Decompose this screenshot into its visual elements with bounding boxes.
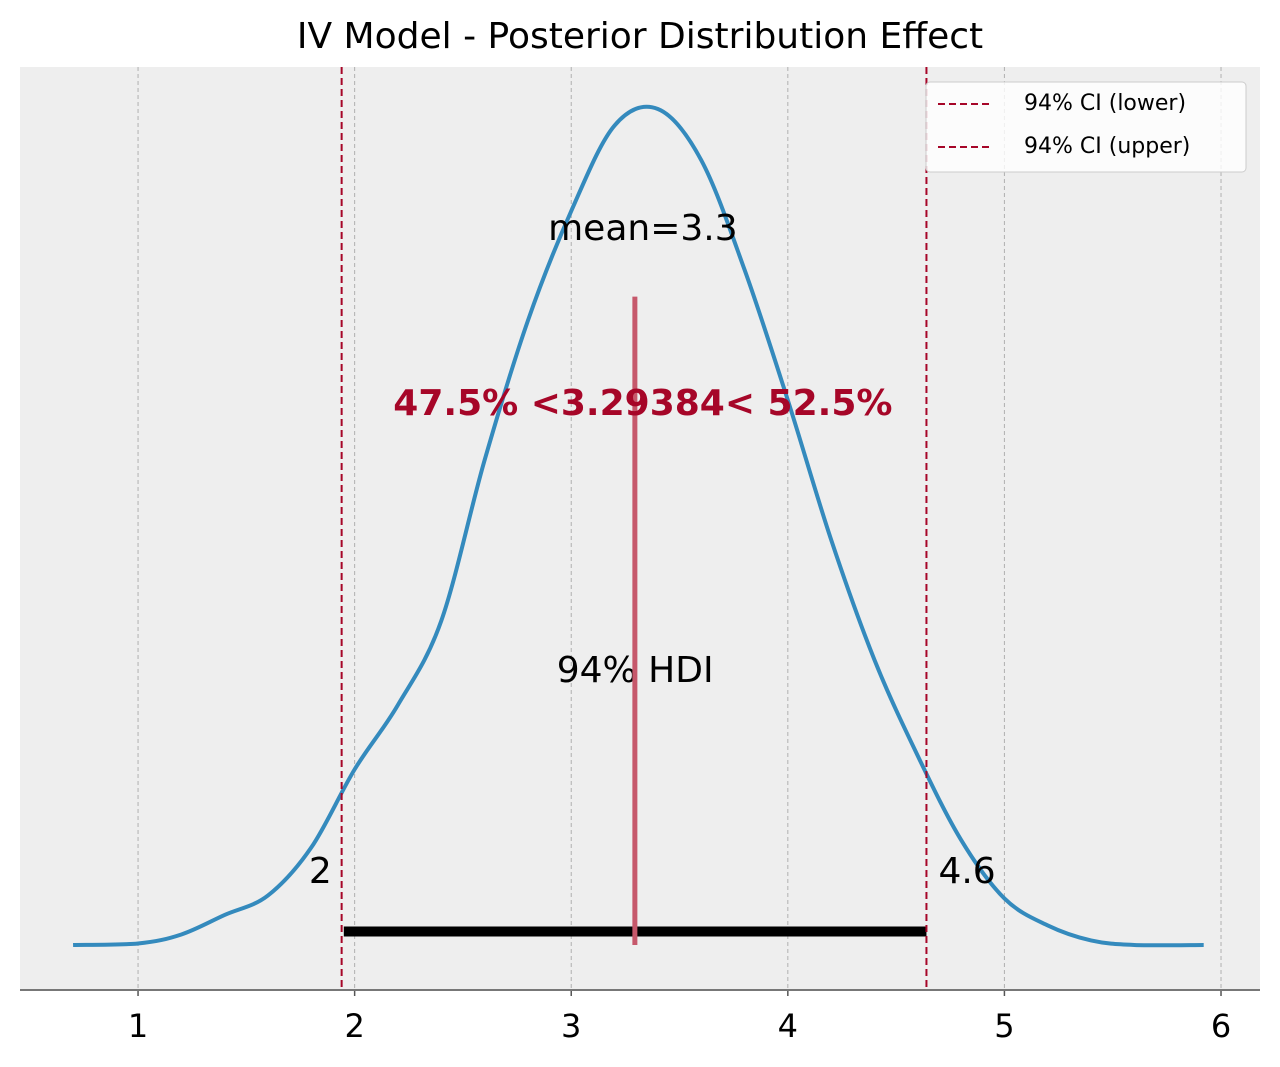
x-tick-label: 2	[344, 1007, 364, 1045]
plot-area	[20, 67, 1260, 990]
x-tick-label: 4	[778, 1007, 798, 1045]
legend-label: 94% CI (upper)	[1024, 134, 1190, 159]
x-tick-label: 5	[994, 1007, 1014, 1045]
hdi-lower-label: 2	[309, 851, 332, 892]
hdi-upper-label: 4.6	[938, 851, 995, 892]
legend-box	[925, 81, 1247, 173]
legend: 94% CI (lower) 94% CI (upper)	[925, 81, 1247, 173]
x-tick-label: 1	[128, 1007, 148, 1045]
x-tick-label: 3	[561, 1007, 581, 1045]
x-tick-label: 6	[1211, 1007, 1231, 1045]
density-line	[73, 104, 1204, 948]
mean-label: mean=3.3	[548, 208, 738, 249]
legend-label: 94% CI (lower)	[1024, 91, 1186, 116]
chart-title: IV Model - Posterior Distribution Effect	[297, 16, 983, 57]
reference-label: 47.5% <3.29384< 52.5%	[393, 383, 892, 424]
